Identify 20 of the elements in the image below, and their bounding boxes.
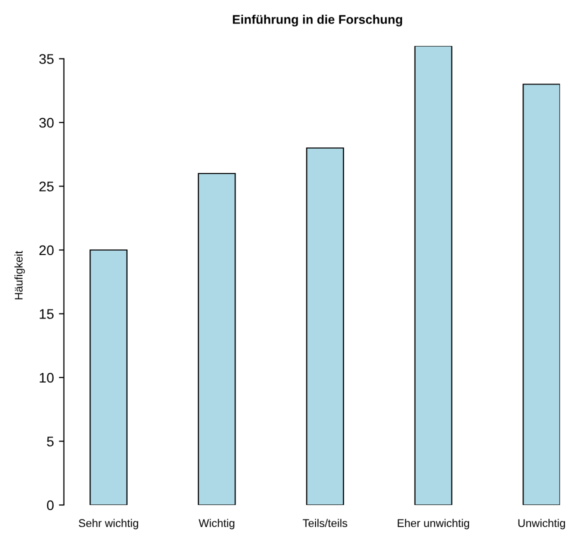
y-axis-title: Häufigkeit bbox=[14, 250, 25, 300]
bar bbox=[414, 46, 452, 505]
y-tick-label: 35 bbox=[39, 54, 54, 64]
x-tick-label: Wichtig bbox=[198, 518, 234, 530]
bar bbox=[90, 249, 128, 505]
y-tick-label: 0 bbox=[46, 500, 54, 510]
y-tick-label: 25 bbox=[39, 182, 54, 192]
y-tick-label: 5 bbox=[47, 436, 54, 446]
y-tick-label: 30 bbox=[39, 118, 54, 128]
bar bbox=[522, 84, 560, 505]
x-tick-label: Eher unwichtig bbox=[398, 518, 470, 530]
y-tick-label: 20 bbox=[39, 245, 54, 256]
x-tick-label: Unwichtig bbox=[518, 518, 565, 530]
chart-title: Einführung in die Forschung bbox=[232, 14, 402, 26]
bar bbox=[198, 172, 236, 505]
x-tick-label: Sehr wichtig bbox=[78, 518, 138, 530]
bar bbox=[306, 147, 344, 505]
y-tick-label: 10 bbox=[40, 372, 54, 383]
x-tick-label: Teils/teils bbox=[302, 518, 348, 528]
y-tick-label: 15 bbox=[40, 309, 54, 319]
